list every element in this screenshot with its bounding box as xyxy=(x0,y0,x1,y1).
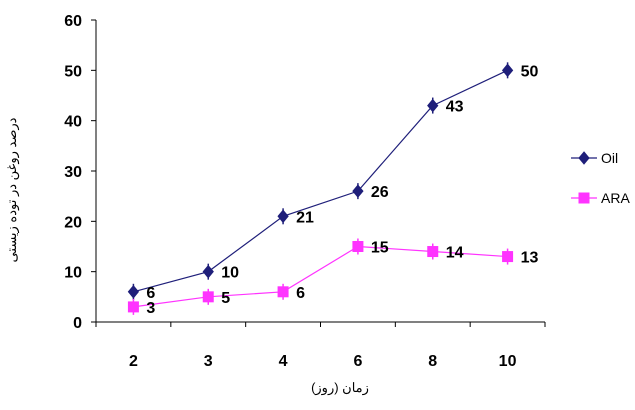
legend-label-ara: ARA xyxy=(601,190,630,206)
data-point-ara xyxy=(427,246,439,258)
x-tick-label: 6 xyxy=(353,353,362,370)
y-tick-label: 20 xyxy=(64,214,82,231)
x-tick-label: 2 xyxy=(129,353,138,370)
data-label-oil: 26 xyxy=(371,184,389,201)
data-point-oil xyxy=(202,264,214,279)
data-label-oil: 21 xyxy=(296,209,314,226)
data-point-ara xyxy=(502,251,514,263)
y-tick-label: 0 xyxy=(73,315,82,332)
x-axis-label: زمان (روز) xyxy=(311,380,369,396)
data-point-oil xyxy=(352,184,364,198)
y-tick-label: 30 xyxy=(64,164,82,181)
x-tick-label: 10 xyxy=(499,353,517,370)
data-point-oil xyxy=(578,151,590,165)
data-label-ara: 14 xyxy=(446,245,464,262)
data-label-ara: 3 xyxy=(146,300,155,317)
data-label-oil: 50 xyxy=(521,63,539,80)
series xyxy=(127,62,514,315)
data-point-ara xyxy=(277,286,289,298)
y-tick-label: 60 xyxy=(64,13,82,30)
x-tick-label: 8 xyxy=(428,353,437,370)
axes: 0 10 20 30 40 50 60 2 3 4 6 8 10 xyxy=(64,13,546,370)
data-point-oil xyxy=(501,63,514,78)
data-label-ara: 15 xyxy=(371,240,389,257)
data-label-oil: 6 xyxy=(146,285,155,302)
data-point-ara xyxy=(352,241,364,252)
y-tick-label: 10 xyxy=(64,265,82,282)
data-labels: 6 10 21 26 43 50 3 5 6 15 14 13 xyxy=(146,63,538,317)
data-point-ara xyxy=(578,192,590,204)
data-label-ara: 5 xyxy=(221,290,230,307)
data-point-ara xyxy=(202,291,214,303)
x-tick-label: 4 xyxy=(279,353,288,370)
data-point-oil xyxy=(127,285,140,299)
data-point-ara xyxy=(127,301,139,313)
data-label-ara: 13 xyxy=(521,250,539,267)
series-line-ara xyxy=(133,245,508,308)
y-axis-label: درصد روغن در توده زیستی xyxy=(4,117,20,262)
data-label-oil: 43 xyxy=(446,99,464,116)
data-label-ara: 6 xyxy=(296,285,305,302)
data-point-oil xyxy=(277,209,289,224)
data-point-oil xyxy=(427,98,439,113)
data-label-oil: 10 xyxy=(221,265,239,282)
series-line-oil xyxy=(133,69,508,293)
x-tick-label: 3 xyxy=(204,353,213,370)
y-tick-label: 40 xyxy=(64,114,82,131)
y-tick-label: 50 xyxy=(64,63,82,80)
legend: Oil ARA xyxy=(571,150,630,206)
legend-label-oil: Oil xyxy=(601,150,618,166)
